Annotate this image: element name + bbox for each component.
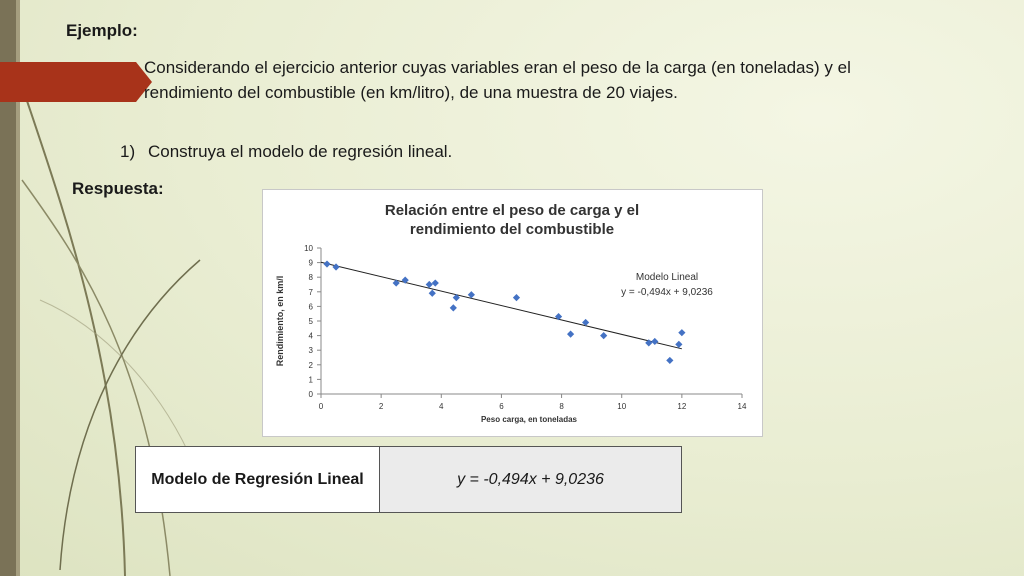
data-point — [651, 337, 659, 346]
data-point — [582, 318, 590, 327]
summary-value: y = -0,494x + 9,0236 — [379, 446, 682, 513]
data-point — [425, 280, 433, 289]
task-item-text: Construya el modelo de regresión lineal. — [148, 142, 453, 161]
y-axis-label: Rendimiento, en km/l — [275, 276, 285, 367]
summary-row: Modelo de Regresión Lineal y = -0,494x +… — [135, 446, 682, 513]
data-point — [428, 289, 436, 297]
data-point — [600, 332, 608, 340]
x-tick-label: 8 — [559, 402, 564, 411]
chart-marks — [320, 260, 686, 365]
data-point — [323, 260, 331, 268]
x-tick-label: 10 — [617, 402, 626, 411]
x-tick-label: 12 — [677, 402, 686, 411]
data-point — [467, 291, 475, 299]
y-tick-label: 2 — [309, 361, 314, 370]
data-point — [666, 356, 674, 365]
task-item-number: 1) — [120, 142, 136, 161]
trendline-label-line1: Modelo Lineal — [636, 272, 698, 283]
data-point — [566, 330, 575, 338]
data-point — [332, 263, 340, 271]
scatter-chart: Relación entre el peso de carga y el ren… — [262, 189, 763, 437]
y-tick-label: 9 — [309, 259, 314, 268]
data-point — [678, 329, 686, 337]
y-tick-label: 5 — [309, 317, 314, 326]
x-tick-label: 0 — [319, 402, 324, 411]
y-tick-label: 3 — [309, 346, 314, 355]
data-point — [554, 313, 563, 321]
y-tick-label: 0 — [309, 390, 314, 399]
data-point — [431, 279, 439, 287]
slide-title: Ejemplo: — [66, 21, 138, 40]
trendline-label-line2: y = -0,494x + 9,0236 — [621, 287, 713, 298]
chart-title-line1: Relación entre el peso de carga y el — [385, 202, 639, 219]
data-point — [675, 340, 683, 348]
task-item: 1) Construya el modelo de regresión linea… — [120, 142, 452, 162]
y-tick-label: 8 — [309, 273, 314, 282]
x-tick-label: 6 — [499, 402, 504, 411]
regression-summary-table: Modelo de Regresión Lineal y = -0,494x +… — [135, 446, 682, 513]
y-tick-label: 6 — [309, 302, 314, 311]
x-tick-label: 2 — [379, 402, 384, 411]
data-point — [401, 276, 409, 284]
trendline — [320, 261, 682, 350]
summary-header: Modelo de Regresión Lineal — [135, 446, 380, 513]
left-accent-bar — [0, 0, 16, 576]
title-marker-tab — [0, 62, 152, 102]
y-tick-label: 1 — [309, 375, 314, 384]
data-point — [449, 304, 457, 312]
x-tick-label: 14 — [738, 402, 747, 411]
x-axis-label: Peso carga, en toneladas — [481, 415, 578, 424]
left-accent-stripe — [16, 0, 20, 576]
problem-statement: Considerando el ejercicio anterior cuyas… — [144, 58, 851, 102]
y-tick-label: 4 — [309, 332, 314, 341]
chart-svg: Relación entre el peso de carga y el ren… — [275, 202, 747, 424]
data-point — [512, 294, 521, 302]
chart-title-line2: rendimiento del combustible — [410, 221, 614, 238]
y-tick-label: 10 — [304, 244, 313, 253]
x-tick-label: 4 — [439, 402, 444, 411]
answer-label: Respuesta: — [72, 179, 164, 198]
y-tick-label: 7 — [309, 288, 314, 297]
